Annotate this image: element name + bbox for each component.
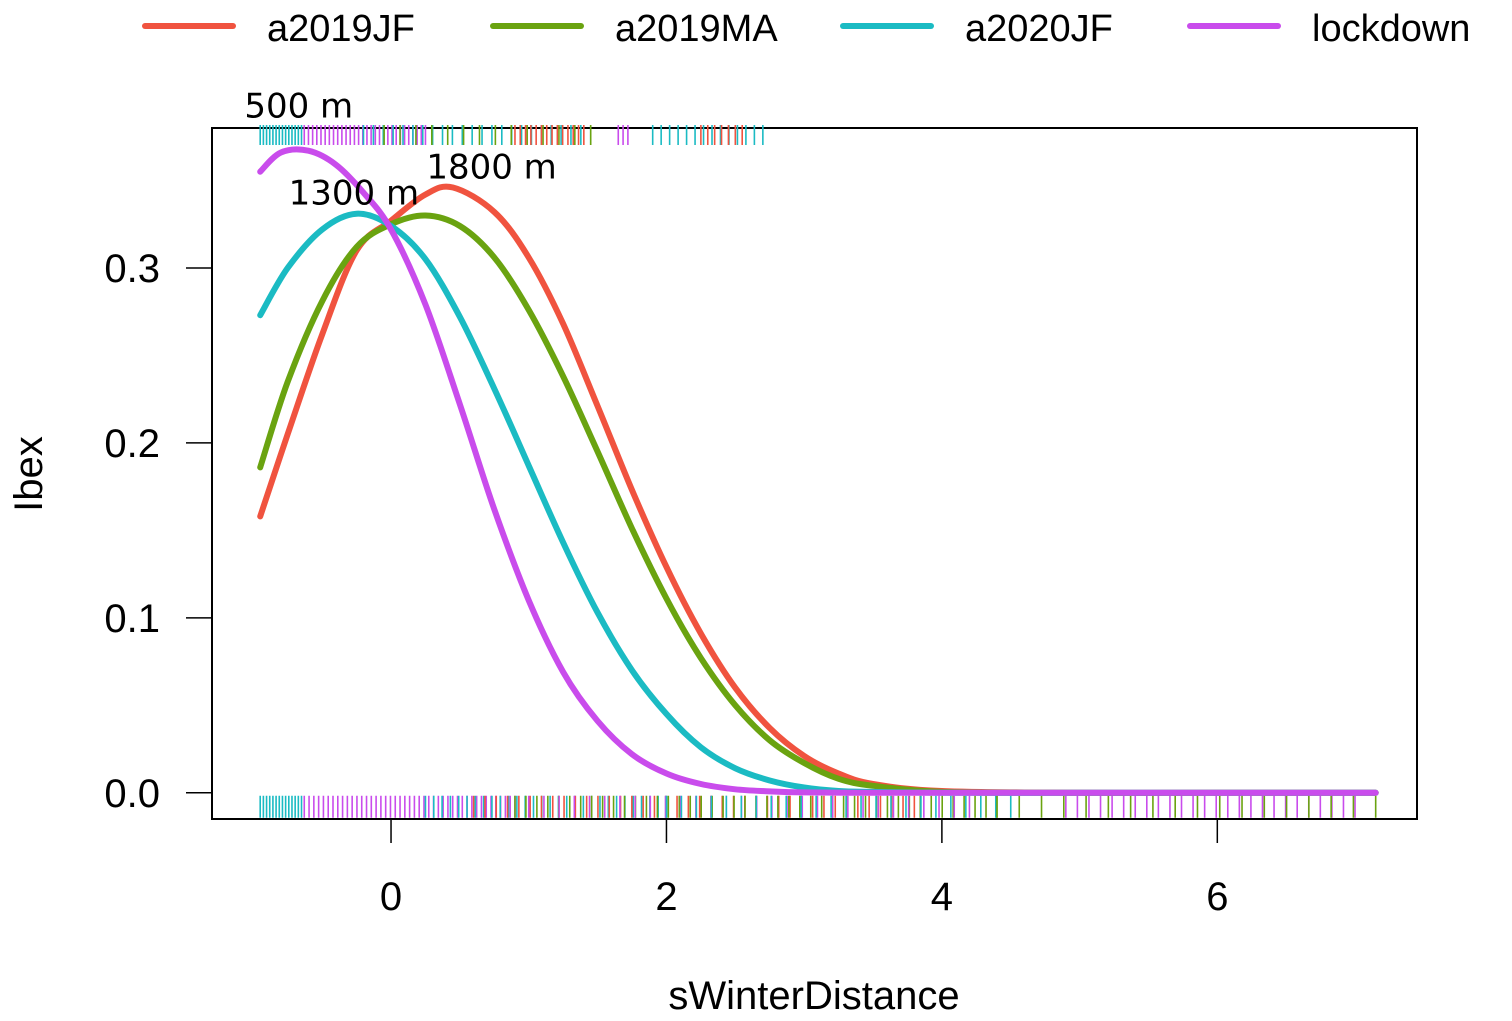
x-tick-label: 2 [655,875,677,919]
legend-label-a2019MA: a2019MA [615,8,778,50]
series-lines [257,146,1379,796]
legend-label-a2020JF: a2020JF [965,8,1113,50]
x-tick-label: 0 [380,875,402,919]
y-tick-label: 0.0 [104,772,160,816]
y-tick-label: 0.1 [104,597,160,641]
y-axis: 0.0 0.1 0.2 0.3 [104,247,213,816]
y-tick-label: 0.3 [104,247,160,291]
legend: a2019JF a2019MA a2020JF lockdown [142,8,1470,50]
x-axis-title: sWinterDistance [668,974,959,1018]
annotation-label: 1800 m [426,147,556,187]
y-axis-title: Ibex [7,436,51,512]
series-line-a2019JF [257,183,1379,796]
annotation-label: 500 m [244,86,353,126]
series-line-lockdown [257,146,1379,796]
legend-label-a2019JF: a2019JF [267,8,415,50]
x-tick-label: 6 [1206,875,1228,919]
series-line-a2020JF [257,210,1379,796]
rug-marks [259,124,1377,818]
annotation-label: 1300 m [289,174,419,214]
y-tick-label: 0.2 [104,422,160,466]
x-axis: 0 2 4 6 [380,818,1228,919]
legend-label-lockdown: lockdown [1312,8,1470,50]
x-tick-label: 4 [931,875,953,919]
